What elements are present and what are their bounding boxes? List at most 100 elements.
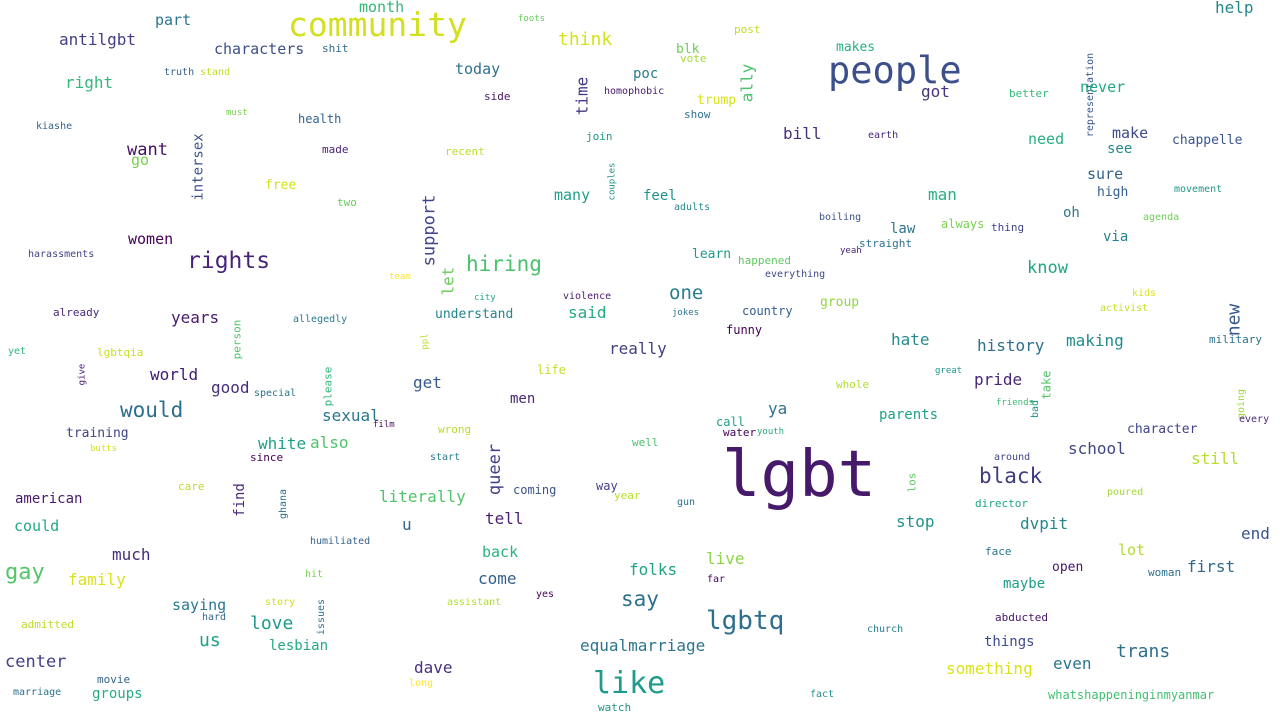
word-via: via xyxy=(1103,229,1129,245)
word-right: right xyxy=(65,73,114,92)
word-character: character xyxy=(1127,422,1198,437)
word-health: health xyxy=(298,112,342,126)
word-characters: characters xyxy=(214,40,305,58)
word-man: man xyxy=(928,185,957,204)
word-yeah: yeah xyxy=(840,246,862,256)
word-must: must xyxy=(226,108,248,118)
word-ya: ya xyxy=(768,399,788,418)
word-oh: oh xyxy=(1063,205,1080,221)
word-person: person xyxy=(229,319,243,359)
word-lgbtqia: lgbtqia xyxy=(97,346,144,359)
word-want: want xyxy=(127,140,168,160)
word-life: life xyxy=(537,363,566,377)
word-gun: gun xyxy=(677,497,696,508)
word-would: would xyxy=(120,398,184,422)
word-lot: lot xyxy=(1118,541,1146,559)
word-part: part xyxy=(155,11,192,29)
word-country: country xyxy=(742,304,793,318)
word-whole: whole xyxy=(836,378,870,391)
word-around: around xyxy=(994,452,1031,463)
word-yet: yet xyxy=(8,346,27,357)
word-really: really xyxy=(609,339,667,358)
word-earth: earth xyxy=(868,130,899,141)
word-chappelle: chappelle xyxy=(1172,133,1243,148)
word-help: help xyxy=(1215,0,1254,17)
word-back: back xyxy=(482,543,519,561)
word-shit: shit xyxy=(322,42,349,55)
word-church: church xyxy=(867,624,904,635)
word-happened: happened xyxy=(738,254,791,267)
word-group: group xyxy=(820,295,860,310)
word-hiring: hiring xyxy=(466,252,542,276)
word-face: face xyxy=(985,545,1012,558)
word-straight: straight xyxy=(859,237,912,250)
word-ppl: ppl xyxy=(420,332,431,350)
word-side: side xyxy=(484,90,511,103)
word-free: free xyxy=(265,178,297,193)
word-marriage: marriage xyxy=(13,687,62,698)
word-way: way xyxy=(596,479,618,493)
word-parents: parents xyxy=(879,407,939,423)
word-sexual: sexual xyxy=(322,406,380,425)
word-youth: youth xyxy=(757,427,785,437)
word-since: since xyxy=(250,451,284,464)
word-humiliated: humiliated xyxy=(310,536,371,547)
word-ghana: ghana xyxy=(278,488,290,520)
word-whatshappeninginmyanmar: whatshappeninginmyanmar xyxy=(1048,688,1215,702)
word-literally: literally xyxy=(379,487,466,506)
word-thing: thing xyxy=(991,221,1025,234)
word-maybe: maybe xyxy=(1003,576,1046,592)
word-water: water xyxy=(723,426,757,439)
word-never: never xyxy=(1080,78,1126,96)
word-poc: poc xyxy=(633,66,659,82)
word-queer: queer xyxy=(485,443,506,496)
word-two: two xyxy=(337,196,357,209)
word-kiashe: kiashe xyxy=(36,121,73,132)
word-antilgbt: antilgbt xyxy=(59,30,137,49)
word-saying: saying xyxy=(172,596,227,614)
word-hard: hard xyxy=(202,612,227,623)
word-learn: learn xyxy=(692,247,732,262)
word-los: los xyxy=(904,472,918,492)
word-much: much xyxy=(112,545,151,564)
word-dvpit: dvpit xyxy=(1020,514,1069,533)
word-make: make xyxy=(1112,124,1149,142)
word-tell: tell xyxy=(485,509,524,528)
word-come: come xyxy=(478,569,517,588)
word-stop: stop xyxy=(896,512,935,531)
word-story: story xyxy=(265,597,296,608)
word-first: first xyxy=(1187,557,1236,576)
word-activist: activist xyxy=(1100,303,1149,314)
word-better: better xyxy=(1009,87,1049,100)
word-history: history xyxy=(977,336,1045,355)
word-couples: couples xyxy=(606,162,617,200)
word-allegedly: allegedly xyxy=(293,314,348,325)
word-ally: ally xyxy=(736,63,756,102)
word-pride: pride xyxy=(974,370,1023,389)
word-something: something xyxy=(946,659,1033,678)
word-call: call xyxy=(716,415,745,429)
word-sure: sure xyxy=(1087,165,1124,183)
word-coming: coming xyxy=(513,483,557,497)
word-gay: gay xyxy=(5,560,45,585)
word-trump: trump xyxy=(697,93,737,108)
word-take: take xyxy=(1038,370,1053,399)
word-adults: adults xyxy=(674,202,711,213)
word-care: care xyxy=(178,480,205,493)
word-foots: foots xyxy=(518,14,546,24)
word-fact: fact xyxy=(810,689,835,700)
word-movie: movie xyxy=(97,673,131,686)
word-world: world xyxy=(150,365,199,384)
word-stand: stand xyxy=(200,67,231,78)
word-post: post xyxy=(734,23,761,36)
word-kids: kids xyxy=(1132,288,1157,299)
word-homophobic: homophobic xyxy=(604,86,665,97)
word-lgbt: lgbt xyxy=(722,438,877,512)
word-issues: issues xyxy=(316,598,328,636)
word-center: center xyxy=(5,652,67,672)
word-white: white xyxy=(258,434,307,453)
word-trans: trans xyxy=(1116,641,1171,662)
word-black: black xyxy=(979,464,1043,488)
word-said: said xyxy=(568,303,607,322)
